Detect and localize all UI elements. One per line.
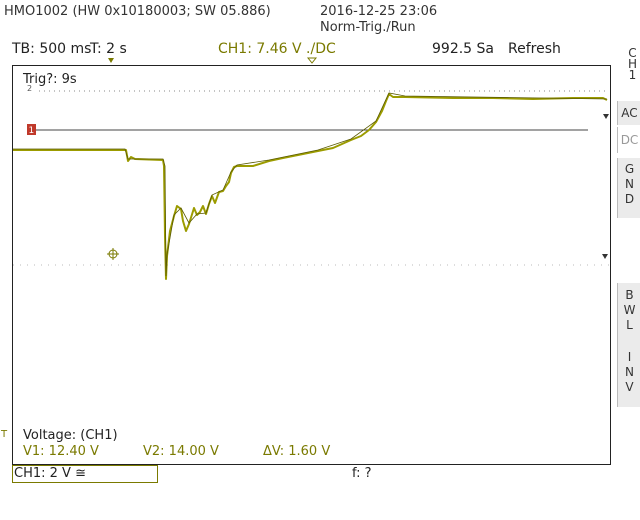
waveform-svg: 1 bbox=[13, 90, 610, 280]
center-marker bbox=[306, 57, 318, 64]
cursor-delta-value: ΔV: 1.60 V bbox=[263, 444, 331, 459]
right-level-arrow-mid bbox=[602, 254, 608, 259]
ac-coupling-button[interactable]: AC bbox=[617, 101, 640, 125]
bwl-letter-b: B bbox=[625, 288, 634, 302]
gnd-letter-d: D bbox=[624, 192, 635, 206]
ch1-waveform-shadow bbox=[13, 92, 608, 277]
bwl-button[interactable]: B W L bbox=[617, 283, 640, 348]
waveform-display[interactable]: 1 Trig?: 9s 2 Voltage: (CH1) V1: 12.40 V… bbox=[12, 65, 611, 465]
gnd-letter-n: N bbox=[625, 177, 634, 191]
channel-letter-1: 1 bbox=[628, 68, 637, 82]
cursor-v1-value: V1: 12.40 V bbox=[23, 444, 99, 459]
device-info: HMO1002 (HW 0x10180003; SW 05.886) bbox=[4, 4, 271, 19]
bwl-letter-l: L bbox=[626, 318, 633, 332]
sample-rate: 992.5 Sa bbox=[432, 41, 494, 57]
ground-marker-label: 1 bbox=[29, 126, 35, 136]
inv-letter-n: N bbox=[625, 365, 634, 379]
gnd-button[interactable]: G N D bbox=[617, 158, 640, 218]
frequency-readout: f: ? bbox=[352, 466, 372, 481]
dc-coupling-button[interactable]: DC bbox=[617, 127, 640, 153]
right-level-arrow-top bbox=[603, 114, 609, 119]
cursor-panel-title: Voltage: (CH1) bbox=[23, 428, 118, 443]
trigger-level-arrow-icon: T bbox=[1, 429, 8, 440]
trigger-time[interactable]: T: 2 s bbox=[90, 41, 127, 57]
cursor-2-marker: 2 bbox=[27, 84, 33, 93]
acquisition-mode[interactable]: Refresh bbox=[508, 41, 561, 57]
cursor-v2-value: V2: 14.00 V bbox=[143, 444, 219, 459]
inv-button[interactable]: I N V bbox=[617, 345, 640, 407]
timebase[interactable]: TB: 500 ms bbox=[12, 41, 92, 57]
inv-letter-i: I bbox=[627, 350, 632, 364]
channel-letter-h: H bbox=[627, 57, 638, 71]
inv-letter-v: V bbox=[625, 380, 634, 394]
ch1-ground-marker[interactable] bbox=[27, 124, 36, 135]
gnd-letter-g: G bbox=[624, 162, 635, 176]
bwl-letter-w: W bbox=[623, 303, 636, 317]
trigger-note: Trig?: 9s bbox=[23, 72, 77, 87]
channel-trigger-level[interactable]: CH1: 7.46 V ./DC bbox=[218, 41, 336, 57]
ch1-waveform bbox=[13, 93, 608, 280]
ch1-scale-label: CH1: 2 V ≅ bbox=[14, 466, 86, 481]
trigger-mode: Norm-Trig./Run bbox=[320, 20, 416, 35]
top-markers bbox=[108, 57, 318, 64]
sidebar-channel-label: C H 1 bbox=[621, 46, 640, 82]
trigger-position-marker bbox=[108, 58, 114, 63]
datetime: 2016-12-25 23:06 bbox=[320, 4, 438, 19]
channel-letter-c: C bbox=[628, 46, 637, 60]
ch1-scale-box[interactable]: CH1: 2 V ≅ bbox=[12, 465, 158, 483]
